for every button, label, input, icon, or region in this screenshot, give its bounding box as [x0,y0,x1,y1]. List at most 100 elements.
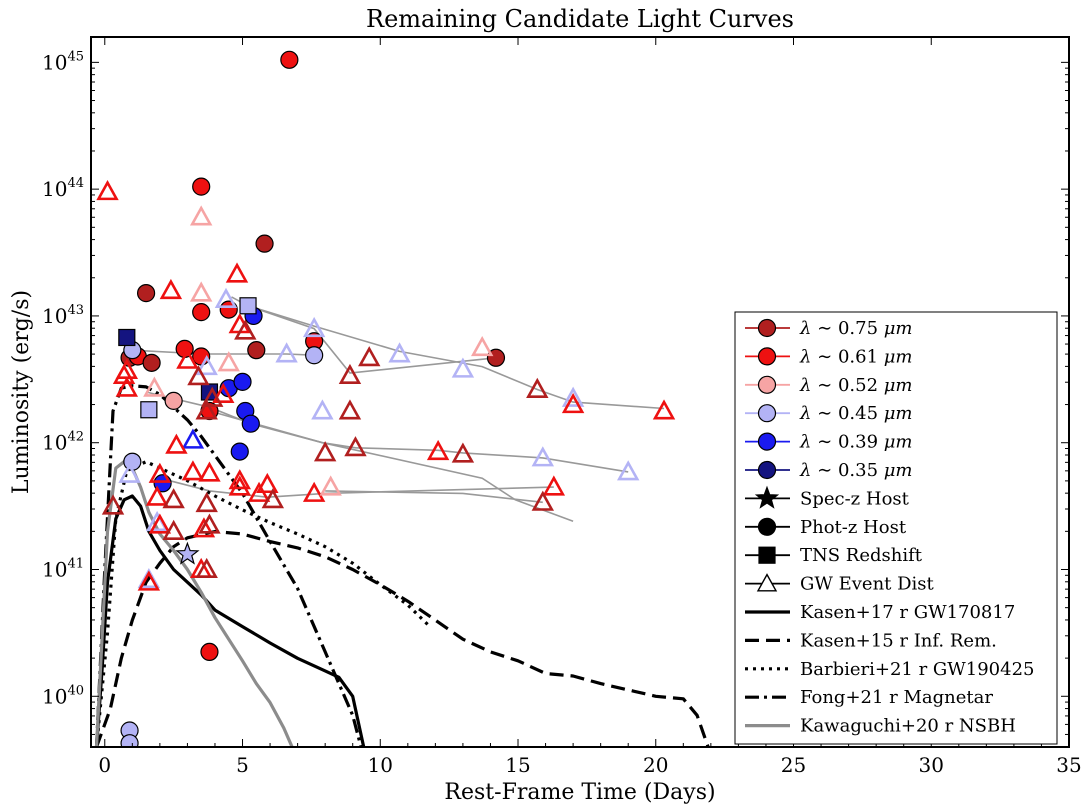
x-tick-label: 10 [368,753,393,777]
legend-swatch-marker [757,517,777,536]
model-curve [94,384,363,747]
data-point-triangle [542,475,566,496]
data-point-triangle [145,485,169,506]
x-tick-label: 25 [781,753,806,777]
data-point-triangle [195,491,218,513]
data-point-circle [247,341,266,360]
legend-label: λ ∼ 0.61 μm [799,346,913,367]
legend-item-marker: GW Event Dist [745,573,935,595]
legend-label: λ ∼ 0.45 μm [799,403,913,424]
data-point-triangle [187,365,210,386]
legend-label: λ ∼ 0.75 μm [799,318,913,339]
legend-swatch-marker [757,404,777,423]
data-point-triangle [101,494,125,515]
model-curve [94,460,432,747]
data-point-triangle [531,446,555,467]
data-point-triangle [198,461,221,482]
x-tick-label: 20 [643,753,668,777]
data-point-triangle [201,386,224,407]
x-tick-label: 5 [236,753,249,777]
legend-swatch-marker [757,318,777,338]
data-point-triangle [256,472,279,494]
data-point-triangle [189,281,213,302]
legend-item-marker: Phot-z Host [745,517,907,538]
connector-line [129,349,315,356]
data-point-triangle [214,287,238,308]
legend-item-model: Kawaguchi+20 r NSBH [745,716,1016,737]
model-curve [94,460,294,747]
data-point-circle [164,391,183,410]
x-tick-label: 35 [1056,753,1081,777]
data-point-circle [230,442,249,461]
legend-label: λ ∼ 0.39 μm [799,432,913,453]
data-point-triangle [159,278,183,300]
x-tick-label: 30 [919,753,944,777]
legend-item-wavelength: λ ∼ 0.45 μm [745,403,913,424]
data-point-circle [123,452,142,471]
legend-label: Spec-z Host [800,488,910,509]
legend-item-model: Barbieri+21 r GW190425 [745,659,1034,680]
data-point-triangle [319,475,342,496]
data-point-triangle [561,393,585,414]
data-point-triangle [652,399,676,420]
legend-label: Kasen+17 r GW170817 [800,602,1015,623]
legend-label: λ ∼ 0.52 μm [799,375,913,396]
legend-label: Barbieri+21 r GW190425 [800,659,1034,680]
data-point-triangle [115,376,139,397]
data-point-triangle [228,475,251,496]
data-point-circle [280,50,299,69]
data-point-triangle [470,335,494,357]
data-points [96,50,676,747]
data-point-triangle [302,316,326,338]
y-tick-label: 1041 [42,557,84,582]
legend-item-marker: TNS Redshift [745,545,923,566]
data-point-triangle [338,363,362,385]
data-point-triangle [388,342,411,363]
legend-swatch-marker [757,432,777,451]
data-point-triangle [261,488,285,509]
legend-label: Kawaguchi+20 r NSBH [800,716,1016,737]
y-tick-label: 1042 [42,430,84,455]
legend-swatch-marker [758,546,776,564]
legend: λ ∼ 0.75 μm λ ∼ 0.61 μm λ ∼ 0.52 μm λ ∼ 0.4… [734,311,1058,745]
data-point-square [140,401,158,419]
data-point-triangle [195,399,218,420]
connector-line [231,296,665,410]
data-point-star [175,541,200,565]
plot-area [94,50,710,747]
legend-item-model: Fong+21 r Magnetar [745,687,993,708]
legend-item-wavelength: λ ∼ 0.75 μm [745,318,913,339]
data-point-circle [305,346,324,365]
y-axis-label: Luminosity (erg/s) [9,290,34,494]
legend-item-wavelength: λ ∼ 0.52 μm [745,375,913,396]
data-point-circle [142,353,161,372]
plot-frame [90,36,1070,748]
data-point-triangle [247,481,271,502]
data-point-triangle [195,557,218,579]
legend-label: GW Event Dist [800,574,935,595]
connector-line [209,410,629,473]
legend-item-marker: Spec-z Host [745,485,910,509]
data-point-triangle [531,490,555,511]
data-point-triangle [118,462,141,483]
data-point-triangle [302,481,326,502]
data-point-triangle [198,513,221,534]
data-point-circle [192,177,211,196]
data-point-triangle [311,399,334,420]
data-point-triangle [526,377,549,398]
data-point-triangle [275,342,298,363]
data-point-triangle [195,354,218,376]
axis-ticks: 0 5 10 15 20 25 30 35 1040 1041 1042 1043 1044 1045 [42,37,1081,777]
data-point-circle [233,372,252,391]
chart-title: Remaining Candidate Light Curves [366,5,794,33]
data-point-triangle [451,442,475,463]
y-tick-label: 1040 [42,683,84,708]
data-point-triangle [137,570,161,591]
data-point-square [239,297,257,315]
y-tick-label: 1045 [42,49,84,74]
data-point-triangle [225,262,249,283]
data-point-triangle [176,348,199,369]
data-point-triangle [143,376,166,397]
legend-swatch-marker [757,375,777,394]
